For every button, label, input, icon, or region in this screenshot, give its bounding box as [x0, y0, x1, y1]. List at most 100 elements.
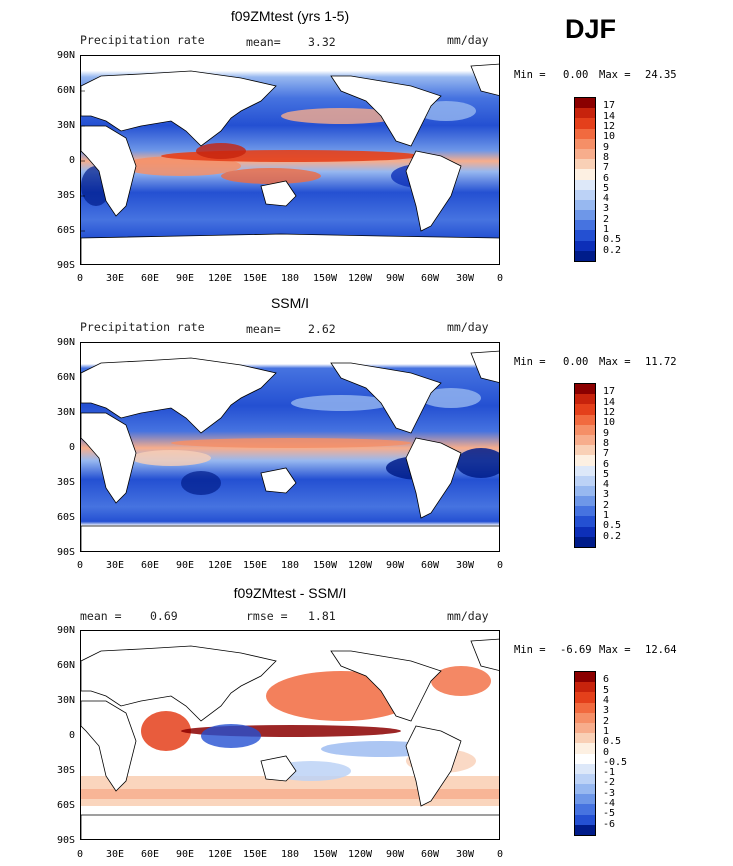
- panel2-lon-label: 150W: [312, 560, 338, 571]
- colorbar-level-label: 1: [603, 224, 610, 236]
- colorbar-level-label: -5: [603, 808, 616, 820]
- colorbar-level-label: 8: [603, 151, 610, 163]
- panel2-lon-label: 120W: [347, 560, 373, 571]
- colorbar-level-label: 10: [603, 131, 616, 143]
- panel2-lat-label: 30N: [56, 407, 75, 418]
- colorbar-swatch: [575, 692, 595, 703]
- colorbar-swatch: [575, 465, 595, 476]
- panel2-max-value: 11.72: [645, 356, 677, 368]
- panel3-lat-label: 60S: [56, 800, 75, 811]
- panel2-lat-label: 90S: [56, 547, 75, 558]
- colorbar-level-label: 7: [603, 162, 610, 174]
- colorbar-swatch: [575, 404, 595, 415]
- panel2-lon-label: 30W: [455, 560, 475, 571]
- colorbar-level-label: 3: [603, 203, 610, 215]
- panel3-mean-label: mean =: [80, 609, 122, 623]
- colorbar-level-label: 0.5: [603, 234, 622, 246]
- colorbar-swatch: [575, 814, 595, 825]
- colorbar-level-label: 5: [603, 684, 610, 696]
- panel1-lat-label: 60N: [56, 85, 75, 96]
- panel2-title: SSM/I: [270, 295, 310, 311]
- panel3-lon-label: 90W: [385, 849, 405, 860]
- panel3-max-label: Max =: [599, 644, 631, 656]
- colorbar-level-label: 1: [603, 725, 610, 737]
- panel3-rmse-value: 1.81: [308, 609, 336, 623]
- colorbar-level-label: -4: [603, 798, 616, 810]
- colorbar-swatch: [575, 159, 595, 170]
- colorbar-swatch: [575, 108, 595, 119]
- colorbar-level-label: 14: [603, 110, 616, 122]
- colorbar-swatch: [575, 250, 595, 261]
- colorbar-level-label: 9: [603, 141, 610, 153]
- colorbar-level-label: 7: [603, 448, 610, 460]
- panel2-lon-label: 60W: [420, 560, 440, 571]
- colorbar-level-label: 4: [603, 193, 610, 205]
- colorbar-level-label: 6: [603, 458, 610, 470]
- panel1-field-name: Precipitation rate: [80, 33, 205, 47]
- colorbar-level-label: 8: [603, 437, 610, 449]
- panel3-lat-label: 90S: [56, 835, 75, 846]
- panel1-units: mm/day: [447, 33, 489, 47]
- colorbar-swatch: [575, 516, 595, 527]
- colorbar-swatch: [575, 722, 595, 734]
- panel3-lat-label: 60N: [56, 660, 75, 671]
- panel1-lon-label: 120E: [207, 273, 233, 284]
- colorbar-level-label: -2: [603, 777, 616, 789]
- colorbar-level-label: 2: [603, 213, 610, 225]
- colorbar-swatch: [575, 763, 595, 774]
- panel2-lat-label: 30S: [56, 477, 75, 488]
- panel3-map: [80, 630, 500, 840]
- colorbar-level-label: 0.2: [603, 244, 622, 256]
- panel1-max-label: Max =: [599, 69, 631, 81]
- colorbar-swatch: [575, 189, 595, 200]
- panel3-lon-label: 90E: [175, 849, 195, 860]
- panel3-lat-label: 0: [68, 730, 75, 741]
- panel3-lon-label: 30E: [105, 849, 125, 860]
- panel2-lon-label: 150E: [242, 560, 268, 571]
- season-label: DJF: [565, 14, 617, 44]
- panel2-lon-label: 60E: [140, 560, 160, 571]
- colorbar-swatch: [575, 702, 595, 713]
- panel1-lon-label: 30E: [105, 273, 125, 284]
- colorbar-level-label: 4: [603, 694, 610, 706]
- panel1-mean-value: 3.32: [308, 35, 336, 49]
- panel3-lon-label: 150E: [242, 849, 268, 860]
- colorbar-swatch: [575, 526, 595, 537]
- panel3-min-label: Min =: [514, 644, 546, 656]
- panel2-lat-label: 0: [68, 442, 75, 453]
- panel2-lon-label: 0: [496, 560, 504, 571]
- colorbar-swatch: [575, 118, 595, 129]
- panel3-lon-label: 150W: [312, 849, 338, 860]
- panel2-lon-label: 30E: [105, 560, 125, 571]
- colorbar-level-label: -1: [603, 767, 616, 779]
- colorbar-swatch: [575, 445, 595, 456]
- panel3-lat-label: 30S: [56, 765, 75, 776]
- colorbar-swatch: [575, 773, 595, 785]
- colorbar-swatch: [575, 98, 595, 109]
- panel3-lat-label: 30N: [56, 695, 75, 706]
- panel3-lon-label: 0: [76, 849, 84, 860]
- colorbar-swatch: [575, 220, 595, 231]
- panel3-lon-label: 0: [496, 849, 504, 860]
- panel2-field-name: Precipitation rate: [80, 320, 205, 334]
- panel3-max-value: 12.64: [645, 644, 677, 656]
- colorbar-level-label: 0.5: [603, 520, 622, 532]
- panel1-lon-label: 0: [496, 273, 504, 284]
- colorbar-level-label: 0: [603, 746, 610, 758]
- panel3-lon-label: 60W: [420, 849, 440, 860]
- panel1-lon-label: 120W: [347, 273, 373, 284]
- panel2-lat-label: 90N: [56, 337, 75, 348]
- panel2-mean-value: 2.62: [308, 322, 336, 336]
- panel3-lon-label: 30W: [455, 849, 475, 860]
- panel1-lon-label: 60W: [420, 273, 440, 284]
- colorbar-swatch: [575, 240, 595, 251]
- colorbar-swatch: [575, 455, 595, 466]
- colorbar-level-label: 4: [603, 479, 610, 491]
- panel2-lat-label: 60S: [56, 512, 75, 523]
- panel2-colorbar: [574, 383, 596, 548]
- panel1-lat-label: 30S: [56, 190, 75, 201]
- colorbar-swatch: [575, 804, 595, 815]
- panel1-max-value: 24.35: [645, 69, 677, 81]
- colorbar-swatch: [575, 179, 595, 190]
- panel3-lon-label: 120E: [207, 849, 233, 860]
